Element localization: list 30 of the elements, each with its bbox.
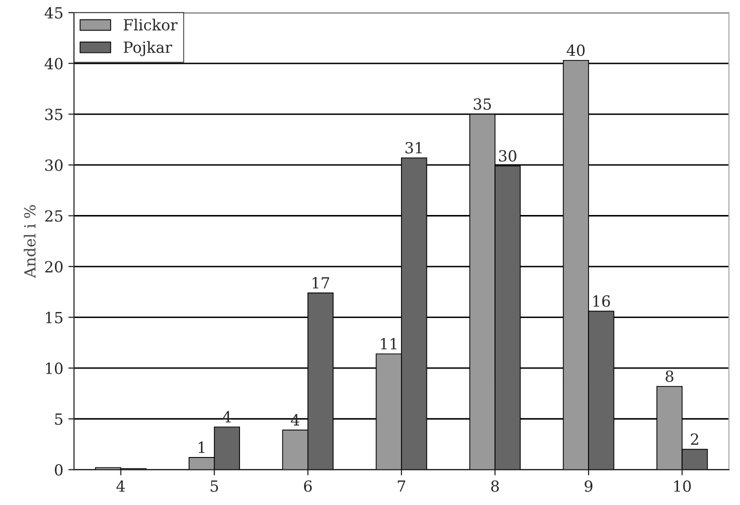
y-tick-label: 35 (45, 108, 62, 120)
data-label: 35 (474, 98, 491, 110)
x-tick-label: 8 (491, 480, 499, 492)
x-tick-label: 7 (398, 480, 406, 492)
y-tick-label: 5 (55, 414, 62, 425)
x-tick-label: 5 (210, 480, 218, 492)
y-tick-label: 15 (46, 312, 62, 324)
x-tick-label: 9 (584, 480, 592, 492)
y-tick-label: 20 (45, 260, 63, 273)
data-label: 16 (593, 295, 610, 307)
data-label: 11 (380, 338, 396, 350)
y-tick-label: 30 (45, 159, 63, 171)
x-tick-label: 4 (116, 480, 125, 492)
y-tick-label: 45 (44, 7, 62, 19)
legend-label: Pojkar (124, 41, 172, 56)
data-label: 40 (566, 44, 585, 56)
data-label: 1 (198, 442, 204, 453)
data-label: 17 (312, 277, 330, 288)
x-tick-label: 10 (674, 480, 691, 492)
y-tick-label: 40 (44, 58, 63, 70)
data-label: 31 (406, 142, 422, 154)
data-label: 30 (499, 150, 516, 162)
x-tick-label: 6 (304, 480, 312, 492)
y-tick-label: 25 (45, 210, 62, 222)
data-label: 8 (666, 370, 674, 382)
data-label: 2 (690, 433, 698, 445)
y-axis-title: Andel i % (24, 205, 36, 278)
legend-label: Flickor (124, 18, 178, 31)
y-tick-label: 0 (54, 464, 63, 476)
y-tick-label: 10 (46, 362, 63, 374)
